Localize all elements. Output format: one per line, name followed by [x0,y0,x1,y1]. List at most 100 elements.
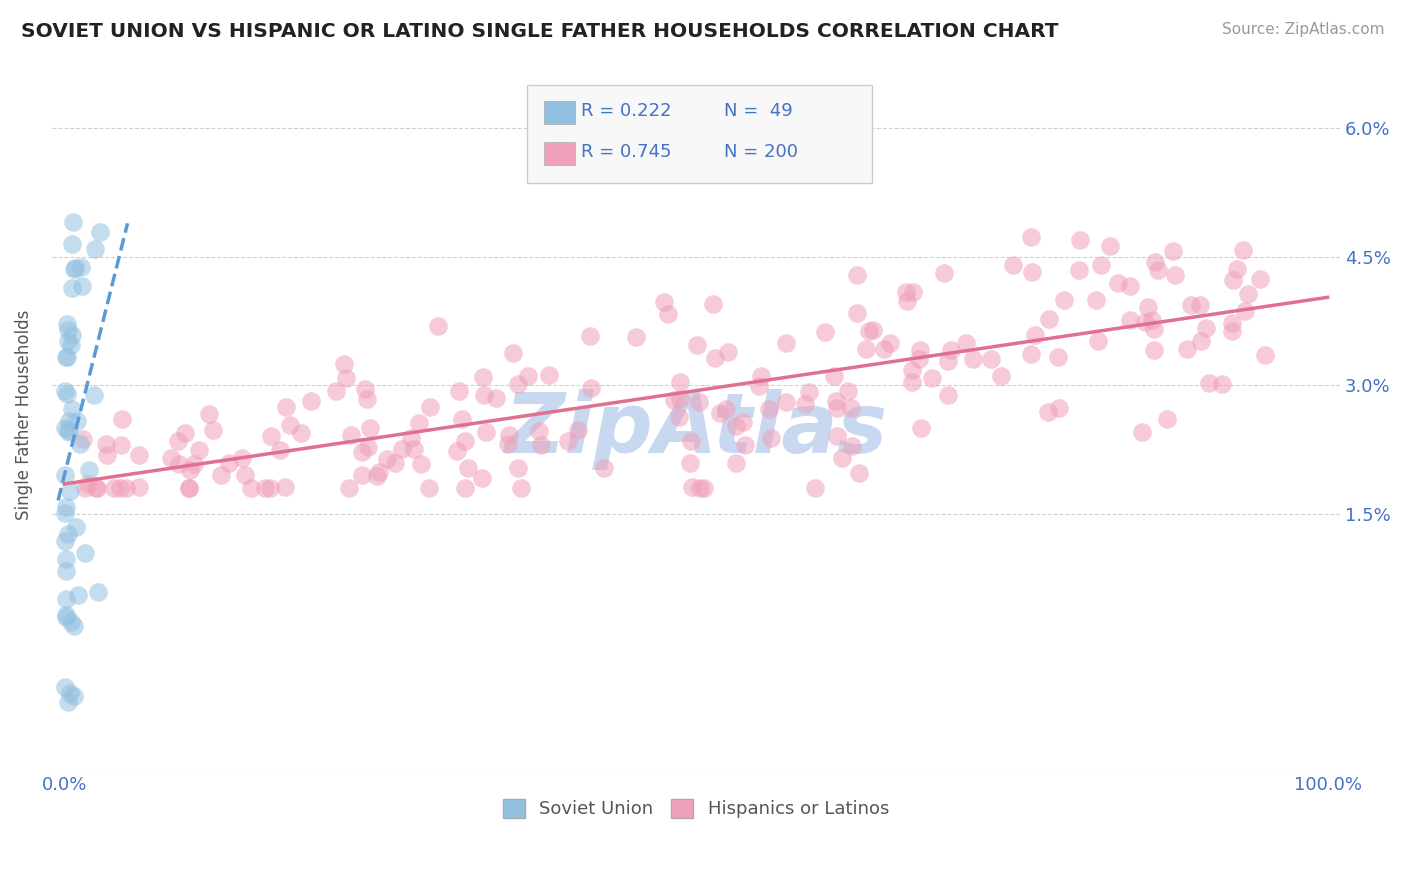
Point [725,456,748,470]
Point [65,519,87,533]
Point [688,395,710,409]
Point [1024,328,1046,343]
Point [60,237,83,252]
Point [908,343,931,357]
Point [962,352,984,367]
Point [179,463,201,477]
Point [669,376,692,390]
Point [669,392,692,407]
Point [160,450,183,465]
Point [325,384,347,398]
Point [60,328,83,343]
Point [813,325,835,339]
Point [77,477,100,491]
Point [409,457,432,471]
Point [427,318,450,333]
Point [453,481,475,495]
Point [103,481,125,495]
Point [841,439,863,453]
Point [1107,276,1129,290]
Point [89,225,111,239]
Point [1180,298,1202,312]
Point [401,431,423,445]
Point [910,421,932,435]
Point [55,610,77,624]
Point [70,260,93,275]
Point [1142,313,1164,327]
Point [693,481,716,495]
Point [53,680,76,694]
Point [1233,304,1256,318]
Point [1019,230,1042,244]
Point [352,468,374,483]
Point [58,425,80,440]
Point [797,385,820,400]
Point [56,695,79,709]
Point [366,469,388,483]
Point [1090,258,1112,272]
Point [375,452,398,467]
Point [1195,321,1218,335]
Point [1222,273,1244,287]
Point [174,425,197,440]
Point [1069,233,1091,247]
Point [202,423,225,437]
Point [839,401,862,416]
Y-axis label: Single Father Households: Single Father Households [15,310,32,520]
Point [167,434,190,449]
Point [1175,342,1198,356]
Point [824,393,846,408]
Point [83,242,105,256]
Point [56,350,79,364]
Point [681,480,703,494]
Point [1143,322,1166,336]
Point [749,369,772,384]
Point [896,285,918,299]
Point [55,591,77,606]
Point [55,551,77,566]
Point [472,388,495,402]
Point [1021,346,1043,360]
Point [446,443,468,458]
Point [1130,425,1153,439]
Point [527,424,550,438]
Point [921,371,943,385]
Point [502,346,524,360]
Point [233,468,256,483]
Point [936,387,959,401]
Point [1220,324,1243,338]
Point [1189,298,1212,312]
Point [1144,255,1167,269]
Point [932,266,955,280]
Point [1038,404,1060,418]
Point [1156,411,1178,425]
Point [668,410,690,425]
Point [1164,268,1187,283]
Point [1021,265,1043,279]
Point [592,460,614,475]
Point [702,297,724,311]
Point [53,384,76,398]
Point [1098,239,1121,253]
Point [1161,244,1184,258]
Point [1146,262,1168,277]
Point [1047,401,1070,415]
Point [1119,312,1142,326]
Point [231,450,253,465]
Point [872,343,894,357]
Point [128,448,150,462]
Point [66,414,89,428]
Point [353,382,375,396]
Point [679,434,702,448]
Point [60,337,83,351]
Point [60,402,83,417]
Point [748,378,770,392]
Text: R = 0.222: R = 0.222 [581,102,671,120]
Point [793,397,815,411]
Point [55,564,77,578]
Point [408,416,430,430]
Point [77,463,100,477]
Point [825,429,848,443]
Point [63,262,86,277]
Point [1232,244,1254,258]
